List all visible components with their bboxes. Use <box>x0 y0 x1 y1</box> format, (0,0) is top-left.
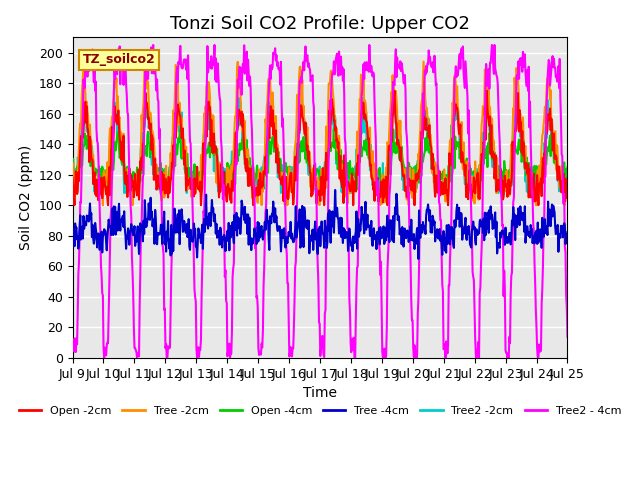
Legend: Open -2cm, Tree -2cm, Open -4cm, Tree -4cm, Tree2 -2cm, Tree2 - 4cm: Open -2cm, Tree -2cm, Open -4cm, Tree -4… <box>15 402 625 420</box>
X-axis label: Time: Time <box>303 386 337 400</box>
Y-axis label: Soil CO2 (ppm): Soil CO2 (ppm) <box>19 145 33 250</box>
Title: Tonzi Soil CO2 Profile: Upper CO2: Tonzi Soil CO2 Profile: Upper CO2 <box>170 15 470 33</box>
Text: TZ_soilco2: TZ_soilco2 <box>83 53 156 66</box>
